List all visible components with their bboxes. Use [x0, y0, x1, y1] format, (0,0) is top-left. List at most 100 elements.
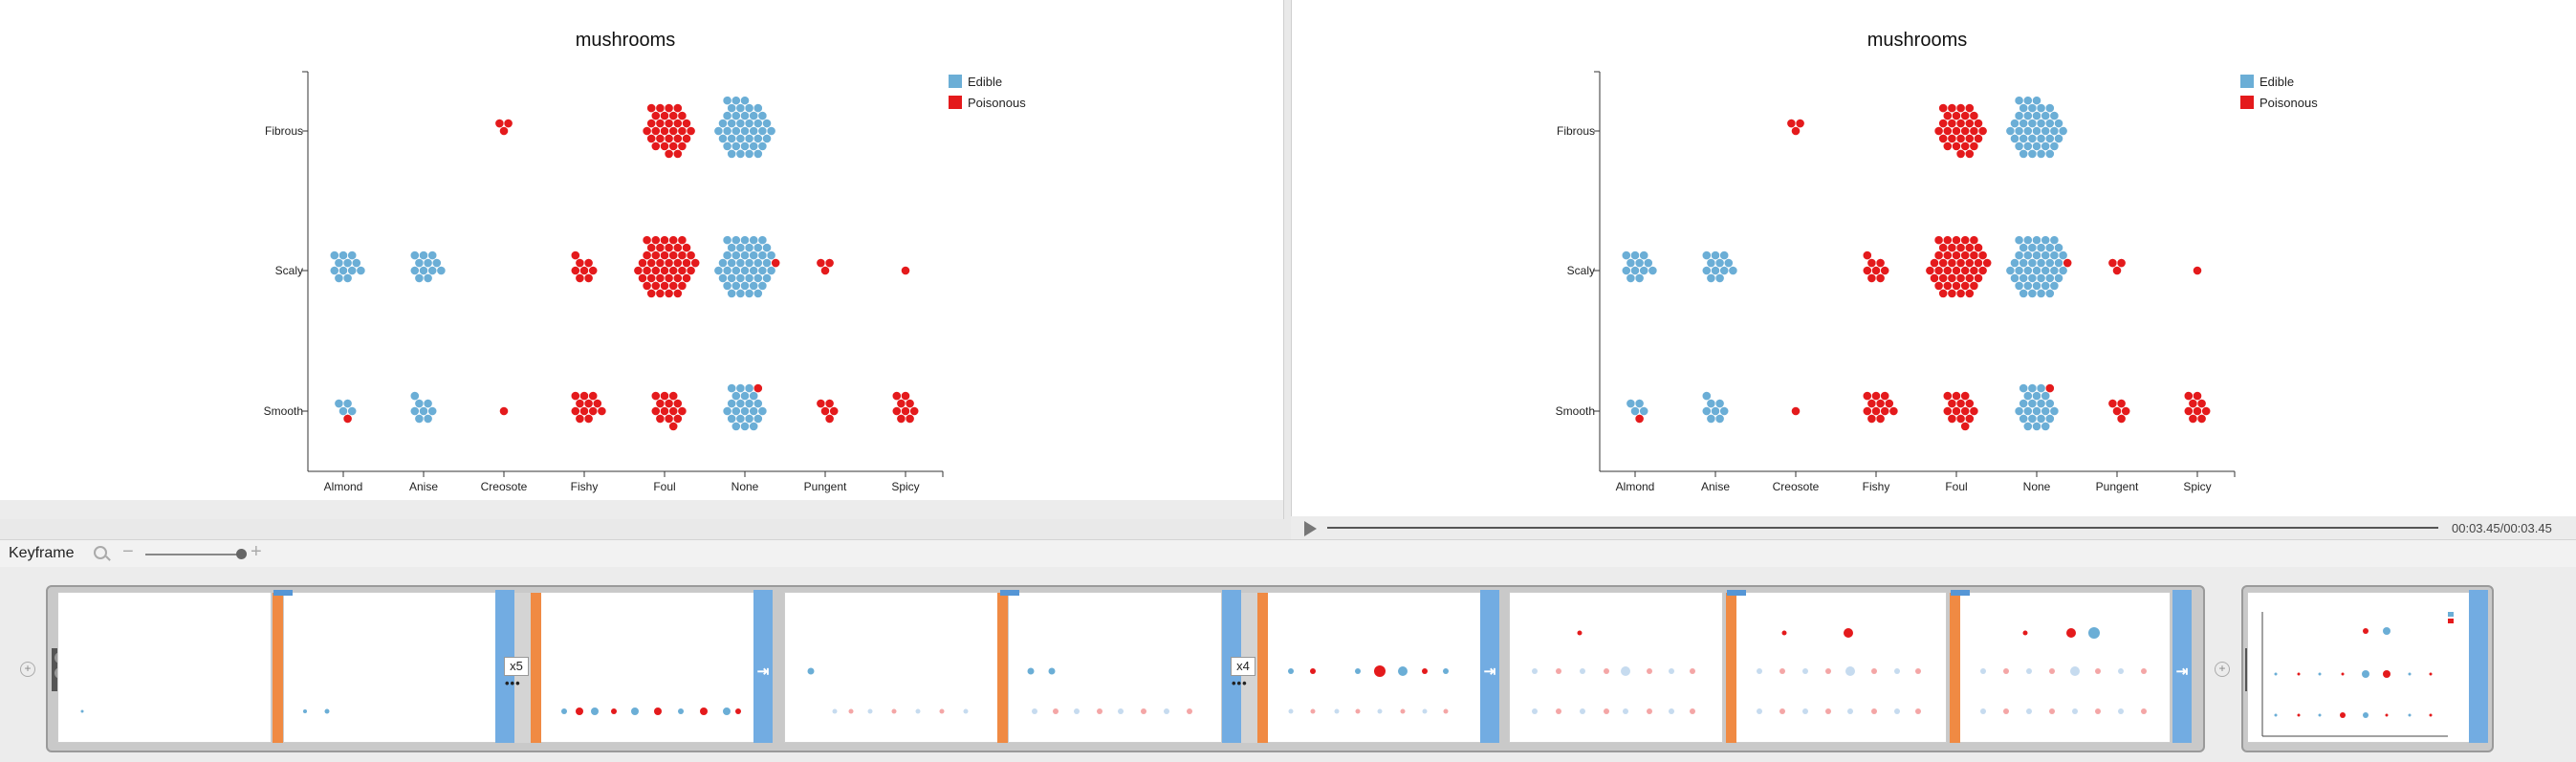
data-point	[1964, 103, 1975, 113]
thumb-point	[1825, 708, 1831, 714]
data-point	[1925, 266, 1935, 275]
data-point	[2014, 281, 2024, 291]
x-tick-label: Almond	[1616, 480, 1655, 493]
keyframe-thumb[interactable]	[1956, 592, 2171, 743]
segment-end-bar[interactable]: ⇥	[2172, 590, 2192, 743]
thumb-point	[867, 708, 873, 714]
data-point	[1938, 134, 1949, 143]
thumb-point	[1032, 708, 1037, 714]
x-tick-label: None	[2023, 480, 2051, 493]
thumb-point	[2026, 708, 2032, 714]
zoom-out-button[interactable]: −	[122, 541, 134, 562]
thumb-point	[2383, 627, 2390, 635]
keyframe-thumb[interactable]	[532, 592, 755, 743]
thumb-point	[700, 708, 708, 715]
data-point	[409, 391, 420, 401]
segment-tab	[273, 590, 293, 596]
data-point	[583, 258, 594, 268]
y-tick-label: Scaly	[275, 264, 303, 277]
zoom-slider-thumb[interactable]	[236, 549, 247, 559]
thumb-point	[2363, 712, 2369, 718]
x-tick-label: Anise	[409, 480, 438, 493]
x-tick-label: Creosote	[481, 480, 528, 493]
data-point	[356, 266, 366, 275]
thumb-point	[891, 708, 897, 714]
data-point	[727, 289, 737, 298]
progress-track[interactable]	[1327, 527, 2438, 529]
add-keyframe-button[interactable]: +	[20, 662, 35, 677]
data-point	[1634, 414, 1645, 424]
thumb-point	[2363, 628, 2369, 634]
transition-marker[interactable]	[1950, 593, 1960, 743]
repeat-count-badge[interactable]: x5	[504, 657, 529, 676]
data-point	[722, 250, 732, 260]
keyframe-thumb[interactable]	[1509, 592, 1723, 743]
thumb-point	[1422, 708, 1428, 714]
data-point	[1974, 273, 1983, 283]
thumb-point	[2340, 712, 2346, 718]
thumb-point	[1847, 708, 1853, 714]
legend-swatch	[2240, 96, 2254, 109]
thumb-point	[2385, 713, 2389, 717]
transition-marker[interactable]	[997, 593, 1008, 743]
segment-end-bar[interactable]: ⇥	[753, 590, 773, 743]
data-point	[727, 414, 737, 424]
pane-footer-left	[0, 500, 1283, 519]
data-point	[668, 391, 679, 401]
segment-end-bar[interactable]	[2469, 590, 2488, 743]
transition-marker[interactable]	[531, 593, 541, 743]
thumb-point	[1669, 708, 1674, 714]
thumb-point	[1845, 666, 1855, 676]
keyframe-thumb[interactable]	[1733, 592, 1947, 743]
zoom-slider-track[interactable]	[145, 554, 241, 555]
play-icon[interactable]	[1304, 521, 1317, 536]
data-point	[1974, 134, 1983, 143]
keyframe-label: Keyframe	[9, 545, 75, 561]
add-keyframe-button-2[interactable]: +	[2215, 662, 2230, 677]
thumb-point	[2003, 708, 2009, 714]
data-point	[1795, 119, 1805, 128]
thumb-point	[1310, 708, 1316, 714]
keyframe-thumb[interactable]	[1008, 592, 1222, 743]
thumb-point	[1443, 708, 1449, 714]
data-point	[570, 250, 580, 260]
x-tick-label: Anise	[1701, 480, 1730, 493]
data-point	[727, 149, 737, 159]
keyframe-thumb[interactable]	[57, 592, 272, 743]
thumb-point	[1048, 667, 1056, 675]
thumb-point	[2118, 708, 2124, 714]
transition-marker[interactable]	[1257, 593, 1268, 743]
time-readout: 00:03.45/00:03.45	[2452, 521, 2552, 535]
segment-end-bar[interactable]: ⇥	[1480, 590, 1499, 743]
data-point	[409, 266, 420, 275]
data-point	[677, 281, 688, 291]
zoom-in-button[interactable]: +	[251, 541, 262, 562]
data-point	[2049, 281, 2060, 291]
data-point	[905, 399, 915, 408]
data-point	[1974, 119, 1983, 128]
data-point	[1933, 281, 1944, 291]
data-point	[762, 119, 772, 128]
thumb-point	[915, 708, 921, 714]
thumb-point	[2297, 672, 2301, 676]
transition-marker[interactable]	[1726, 593, 1736, 743]
data-point	[677, 111, 688, 120]
chart-title: mushrooms	[1867, 30, 1967, 51]
search-icon[interactable]	[94, 546, 107, 559]
data-point	[1862, 250, 1872, 260]
thumb-point	[963, 708, 969, 714]
data-point	[646, 119, 657, 128]
legend-label: Edible	[968, 75, 1002, 89]
thumb-point	[2341, 672, 2345, 676]
keyframe-thumb[interactable]	[283, 592, 497, 743]
repeat-count-badge[interactable]: x4	[1231, 657, 1255, 676]
data-point	[2196, 399, 2207, 408]
data-point	[575, 273, 585, 283]
thumb-point	[1802, 708, 1808, 714]
thumb-point	[1623, 708, 1628, 714]
thumb-point	[1556, 668, 1561, 674]
data-point	[722, 111, 732, 120]
keyframe-thumb[interactable]	[784, 592, 998, 743]
transition-marker[interactable]	[273, 593, 283, 743]
thumb-point	[1443, 668, 1449, 674]
